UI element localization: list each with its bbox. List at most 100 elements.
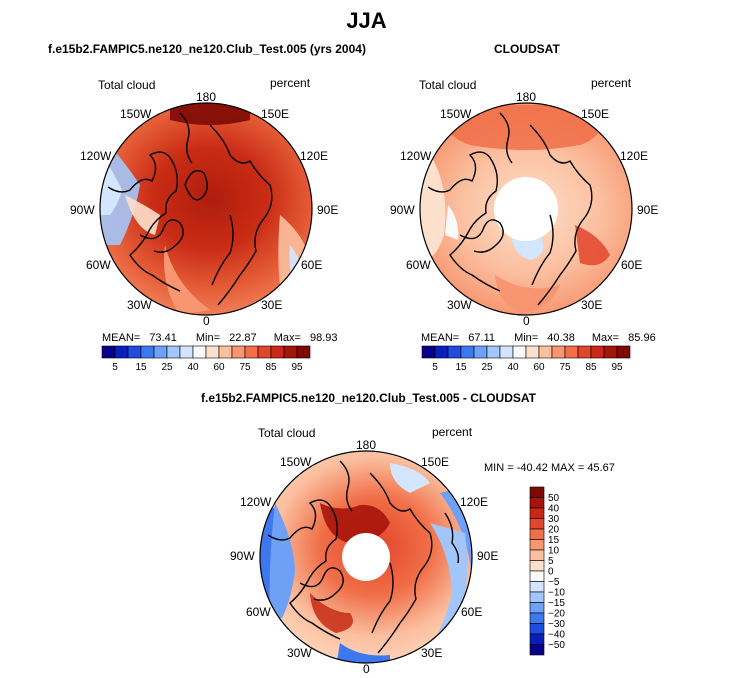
figure-title: JJA [346,8,387,33]
panel2-colorbar-swatch [486,345,501,359]
panel2-colorbar-swatch [460,345,475,359]
panel1-min-value: 22.87 [229,332,257,344]
panel1-colorbar-tick-label: 95 [291,362,303,373]
panel3-colorbar-tick-label: 20 [548,525,560,536]
panel2-colorbar-swatch [421,345,436,359]
panel2-colorbar-swatch [434,345,449,359]
panel3-lon-180: 180 [356,438,377,452]
panel1-mean-value: 73.41 [149,332,177,344]
panel2-colorbar-tick-label: 15 [455,362,467,373]
panel3-colorbar-tick-label: 10 [548,546,560,557]
panel3-colorbar-tick-label: 50 [548,493,560,504]
panel3-colorbar-swatch [529,570,545,582]
panel3-colorbar-swatch [529,497,545,509]
panel2-lon-60e: 60E [621,258,643,272]
panel1-colorbar-tick-label: 25 [161,362,173,373]
panel3-lon-30e: 30E [421,646,443,660]
panel3-colorbar-tick-label: −40 [548,630,565,641]
panel3-colorbar-swatch [529,612,545,624]
panel3-colorbar-swatch [529,528,545,540]
panel2-stats: MEAN= 67.11 Min= 40.38 Max= 85.96 [421,332,656,344]
panel3-colorbar-tick-label: −20 [548,609,565,620]
panel3-colorbar-swatch [529,507,545,519]
panel2-colorbar-tick-label: 85 [585,362,597,373]
panel2-colorbar-swatch [603,345,618,359]
panel2-colorbar-tick-label: 60 [533,362,545,373]
panel2-colorbar-swatch [577,345,592,359]
panel3-colorbar-swatch [529,539,545,551]
panel2-min-value: 40.38 [547,332,575,344]
panel1-colorbar-swatch [257,345,272,359]
panel2-colorbar-swatch [512,345,527,359]
panel1-colorbar-tick-label: 75 [239,362,251,373]
panel3-colorbar-tick-label: 30 [548,514,560,525]
panel3-colorbar-tick-label: −10 [548,588,565,599]
panel2-lon-120e: 120E [620,149,649,163]
panel2-mean-value: 67.11 [468,332,495,344]
panel3-lon-150w: 150W [280,455,312,469]
panel2-colorbar-tick-label: 95 [611,362,623,373]
panel3-colorbar-tick-label: 40 [548,504,560,515]
panel1-lon-120w: 120W [80,149,112,163]
panel1-colorbar-swatch [231,345,246,359]
panel3-map [259,450,473,664]
panel3-lon-30w: 30W [287,646,312,660]
panel2-min-label: Min= [514,332,539,344]
panel1-colorbar-swatch [101,345,116,359]
panel2-colorbar-swatch [538,345,553,359]
panel3-colorbar-tick-label: 15 [548,535,560,546]
panel1-colorbar-tick-label: 60 [213,362,225,373]
panel2-colorbar-swatch [564,345,579,359]
panel1-lon-150w: 150W [120,107,152,121]
panel2-lon-90w: 90W [390,203,415,217]
panel2-units-label: percent [591,76,632,90]
panel3-colorbar-swatch [529,518,545,530]
panel2-lon-150e: 150E [581,107,610,121]
panel1-variable-label: Total cloud [98,78,156,92]
panel3-colorbar-tick-label: −50 [548,640,565,651]
panel1-min-label: Min= [195,332,221,344]
panel3-colorbar-swatch [529,581,545,593]
panel3-colorbar-swatch [529,644,545,656]
panel3-colorbar-swatch [529,486,545,498]
panel3-colorbar-tick-label: 5 [548,556,554,567]
panel1-colorbar-swatch [192,345,207,359]
panel1-colorbar-tick-label: 15 [135,362,147,373]
panel2-colorbar-tick-label: 40 [507,362,519,373]
panel1-colorbar: 5 15 25 40 60 75 85 95 [101,345,311,373]
panel2-colorbar-tick-label: 5 [432,362,438,373]
panel2-lon-180: 180 [516,90,537,104]
panel3-colorbar-swatch [529,633,545,645]
panel3-lon-150e: 150E [421,455,450,469]
panel3-lon-0: 0 [363,662,370,676]
panel2-lon-90e: 90E [637,203,659,217]
panel2-lon-150w: 150W [440,107,472,121]
panel3-colorbar-swatch [529,602,545,614]
panel1-lon-150e: 150E [261,107,290,121]
panel1-colorbar-tick-label: 40 [187,362,199,373]
panel2-mean-label: MEAN= [421,332,460,344]
panel1-colorbar-swatch [205,345,220,359]
panel3-colorbar-swatch [529,623,545,635]
panel3-colorbar-tick-label: −15 [548,598,565,609]
panel2-colorbar-swatch [499,345,514,359]
panel3-lon-90e: 90E [477,549,499,563]
panel2-colorbar-swatch [616,345,631,359]
panel2-max-value: 85.96 [628,332,656,344]
panel1-colorbar-swatch [296,345,311,359]
panel2-lon-120w: 120W [400,149,432,163]
panel2-lon-30w: 30W [447,298,472,312]
panel3-colorbar-tick-label: −5 [548,577,560,588]
panel1-lon-120e: 120E [300,149,329,163]
panel2-colorbar-tick-label: 75 [559,362,571,373]
panel3-colorbar-swatch [529,591,545,603]
panel2-map [419,102,633,316]
panel1-colorbar-swatch [218,345,233,359]
panel2-variable-label: Total cloud [419,78,477,92]
panel1-lon-30e: 30E [261,298,283,312]
panel3-title: f.e15b2.FAMPIC5.ne120_ne120.Club_Test.00… [201,391,536,405]
panel1-lon-60w: 60W [86,258,111,272]
panel3-min-max: MIN = -40.42 MAX = 45.67 [484,462,615,474]
panel2-colorbar-swatch [525,345,540,359]
panel2-title: CLOUDSAT [494,42,560,56]
